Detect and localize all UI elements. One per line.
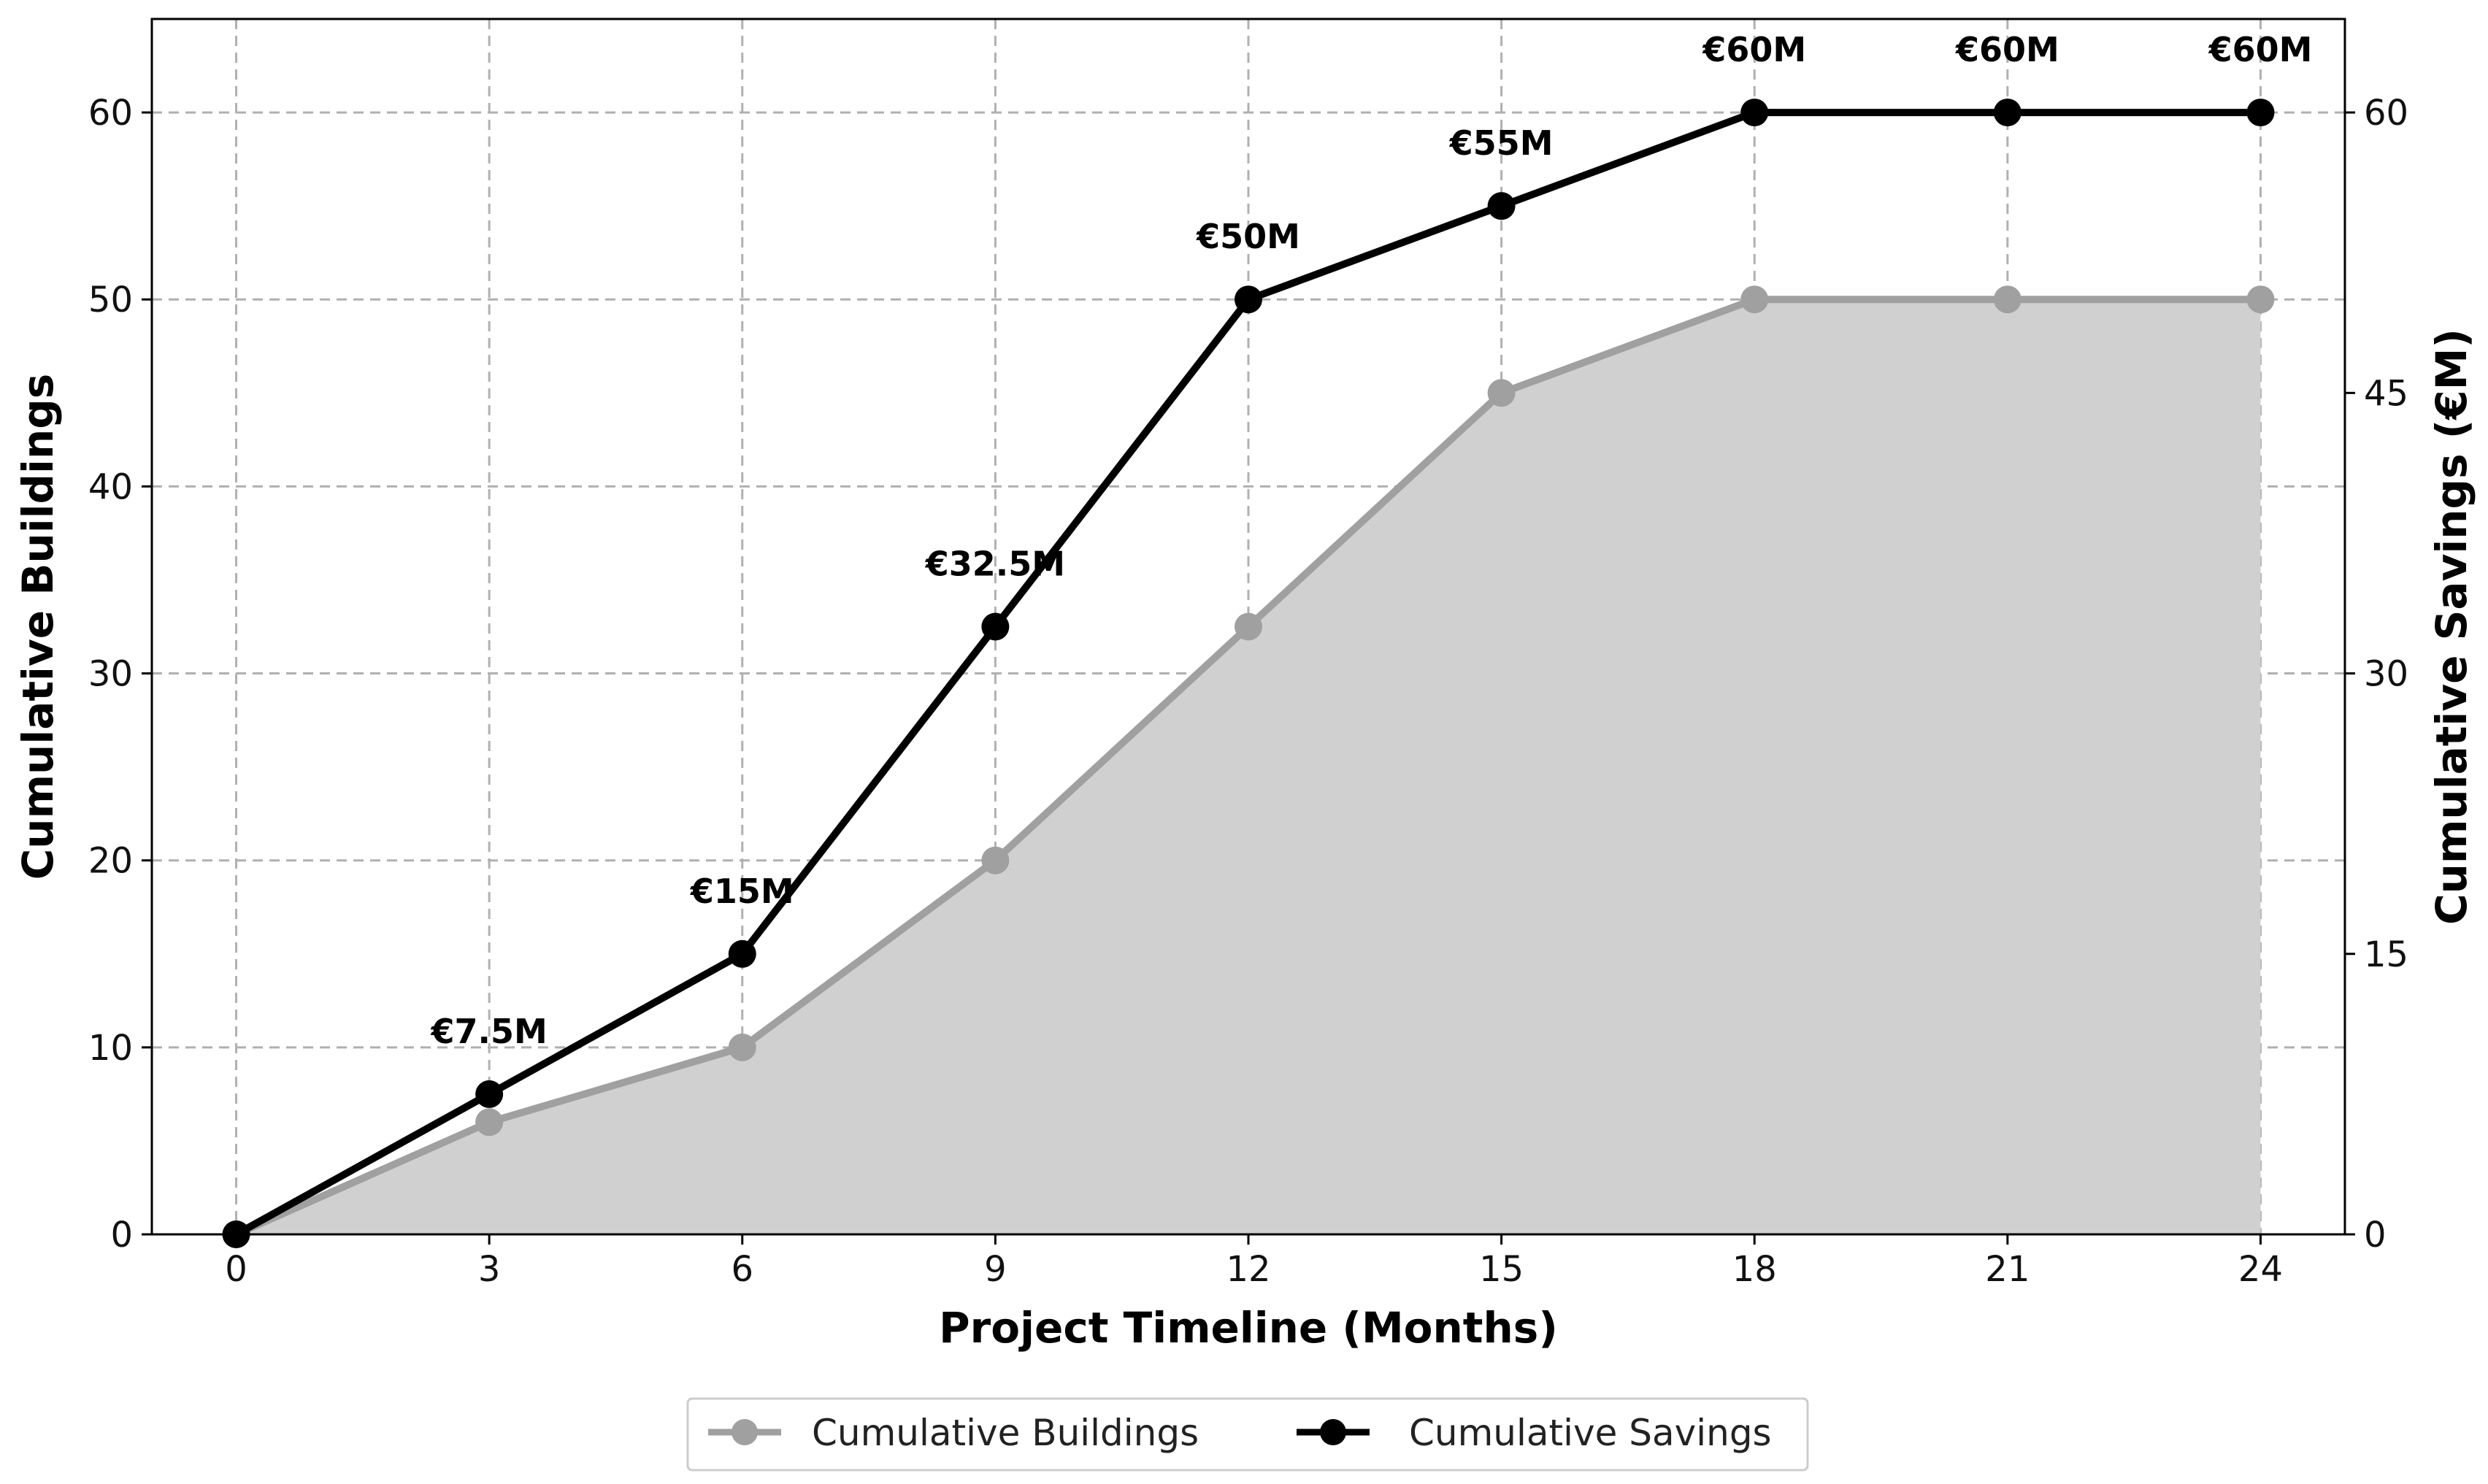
savings-point <box>1740 99 1769 127</box>
left-y-tick-label: 0 <box>110 1215 133 1256</box>
axes-layer: 0 3 6 9 12 15 18 21 24 0 10 20 30 40 50 60 0 15 30 45 60 <box>88 93 2408 1290</box>
savings-point <box>1235 285 1262 314</box>
left-y-tick-label: 50 <box>88 280 133 320</box>
buildings-point <box>475 1108 504 1137</box>
buildings-point <box>981 846 1010 874</box>
right-y-tick-label: 45 <box>2364 373 2408 414</box>
savings-data-label: €7.5M <box>431 1012 548 1051</box>
left-y-tick-label: 60 <box>88 93 133 134</box>
legend: Cumulative Buildings Cumulative Savings <box>686 1397 1809 1472</box>
x-tick-label: 18 <box>1732 1249 1777 1290</box>
savings-point <box>1993 99 2022 127</box>
savings-data-label: €55M <box>1449 123 1554 163</box>
legend-savings-marker <box>1320 1419 1346 1445</box>
savings-point <box>475 1080 504 1108</box>
buildings-point <box>1235 612 1262 641</box>
left-y-tick-label: 10 <box>88 1028 133 1069</box>
x-tick-label: 24 <box>2238 1249 2283 1290</box>
series-layer <box>222 99 2275 1248</box>
savings-data-label: €60M <box>1955 30 2059 69</box>
data-label-layer: €7.5M €15M €32.5M €50M €55M €60M €60M €60M <box>431 30 2313 1051</box>
savings-data-label: €50M <box>1196 217 1300 256</box>
left-y-tick-label: 30 <box>88 654 133 695</box>
right-y-tick-label: 0 <box>2364 1215 2387 1256</box>
buildings-area-layer <box>236 299 2261 1235</box>
right-y-axis-title: Cumulative Savings (€M) <box>2427 328 2476 925</box>
buildings-point <box>1487 379 1516 407</box>
buildings-point <box>728 1033 756 1061</box>
savings-data-label: €60M <box>1702 30 1806 69</box>
x-tick-label: 0 <box>225 1249 247 1290</box>
x-tick-label: 15 <box>1479 1249 1524 1290</box>
x-tick-label: 9 <box>984 1249 1007 1290</box>
right-y-tick-label: 60 <box>2364 93 2408 134</box>
buildings-point <box>2246 285 2275 314</box>
savings-data-label: €15M <box>690 872 794 911</box>
buildings-point <box>1740 285 1769 314</box>
buildings-area <box>236 299 2261 1235</box>
right-y-tick-label: 30 <box>2364 654 2408 695</box>
x-axis-title: Project Timeline (Months) <box>939 1303 1558 1353</box>
x-tick-label: 21 <box>1985 1249 2030 1290</box>
savings-point <box>2246 99 2275 127</box>
legend-savings-label: Cumulative Savings <box>1409 1412 1772 1454</box>
x-tick-label: 12 <box>1226 1249 1270 1290</box>
legend-box <box>686 1397 1809 1472</box>
buildings-point <box>1993 285 2022 314</box>
x-tick-label: 6 <box>731 1249 753 1290</box>
savings-data-label: €32.5M <box>925 545 1065 584</box>
left-y-tick-label: 40 <box>88 466 133 507</box>
legend-buildings-marker <box>732 1419 758 1445</box>
left-y-axis-title: Cumulative Buildings <box>13 374 63 880</box>
legend-buildings-label: Cumulative Buildings <box>812 1412 1199 1454</box>
savings-point <box>1487 192 1516 220</box>
savings-point <box>728 939 756 968</box>
x-tick-label: 3 <box>478 1249 501 1290</box>
savings-data-label: €60M <box>2208 30 2313 69</box>
right-y-tick-label: 15 <box>2364 934 2408 975</box>
left-y-tick-label: 20 <box>88 841 133 882</box>
savings-point <box>981 612 1010 641</box>
